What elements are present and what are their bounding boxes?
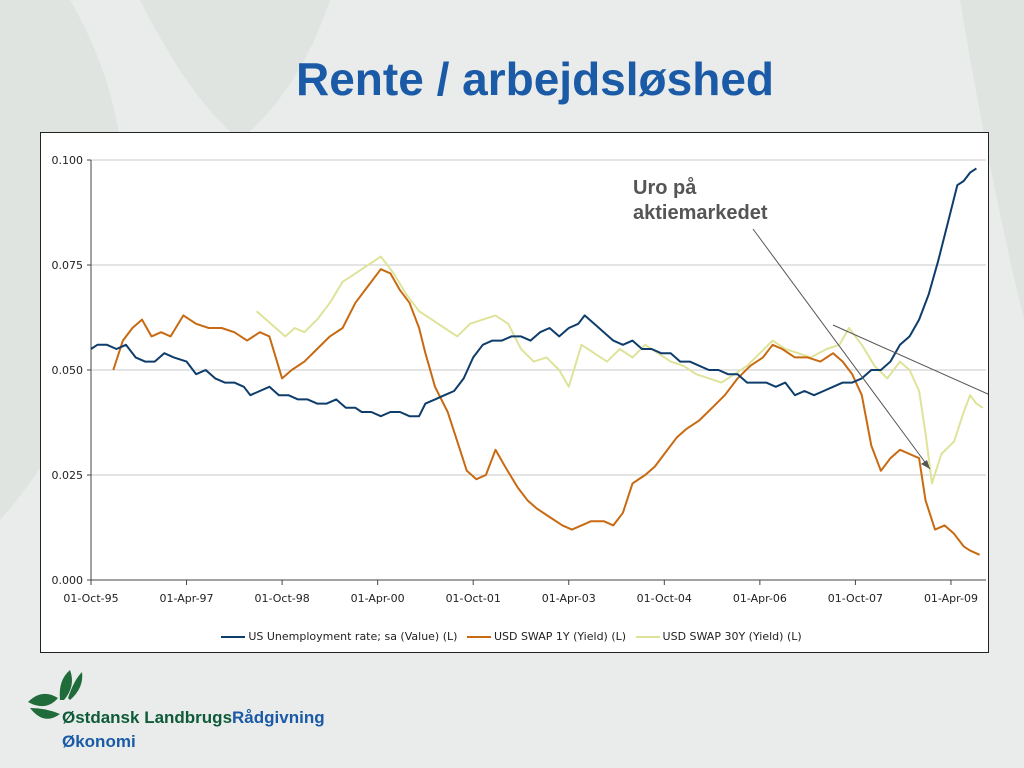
- legend-swatch-swap-1y: [466, 636, 491, 638]
- company-name: Østdansk LandbrugsRådgivning Økonomi: [62, 706, 325, 754]
- y-tick-label: 0.000: [52, 574, 84, 587]
- series-line-swap-30y: [255, 255, 984, 485]
- company-name-part1: Østdansk Landbrugs: [62, 708, 233, 727]
- annotation-pointer-line: [752, 228, 931, 470]
- legend-label-unemployment: US Unemployment rate; sa (Value) (L): [248, 630, 458, 643]
- y-tick-label: 0.075: [52, 259, 84, 272]
- x-tick-label: 01-Oct-07: [828, 592, 883, 605]
- chart-frame: 0.000 0.025 0.050 0.075 0.100 01-Oct-95 01-Apr…: [40, 132, 989, 653]
- legend-swatch-swap-30y: [635, 636, 660, 638]
- y-tick-label: 0.100: [52, 154, 84, 167]
- legend-item-swap-1y: USD SWAP 1Y (Yield) (L): [466, 630, 627, 643]
- company-logo-icon: [28, 670, 83, 719]
- legend-label-swap-1y: USD SWAP 1Y (Yield) (L): [493, 630, 627, 643]
- y-tick-label: 0.050: [52, 364, 84, 377]
- x-tick-label: 01-Apr-00: [351, 592, 405, 605]
- chart-annotation: Uro på aktiemarkedet: [633, 177, 768, 224]
- series-line-swap-1y: [112, 268, 981, 556]
- company-name-part2: Rådgivning: [232, 708, 325, 727]
- x-tick-label: 01-Apr-09: [924, 592, 978, 605]
- slide-title: Rente / arbejdsløshed: [295, 53, 774, 105]
- x-tick-label: 01-Oct-04: [637, 592, 692, 605]
- y-tick-label: 0.025: [52, 469, 84, 482]
- annotation-arrowhead: [921, 460, 930, 469]
- company-name-line2: Økonomi: [62, 732, 136, 751]
- series-line-unemployment: [90, 167, 977, 418]
- legend-item-swap-30y: USD SWAP 30Y (Yield) (L): [635, 630, 802, 643]
- x-tick-label: 01-Apr-06: [733, 592, 787, 605]
- x-tick-label: 01-Oct-01: [446, 592, 501, 605]
- line-chart: 0.000 0.025 0.050 0.075 0.100 01-Oct-95 01-Apr…: [52, 154, 988, 605]
- annotation-pointer-line: [832, 324, 988, 395]
- legend-swatch-unemployment: [221, 636, 246, 638]
- legend-item-unemployment: US Unemployment rate; sa (Value) (L): [221, 630, 457, 643]
- legend-label-swap-30y: USD SWAP 30Y (Yield) (L): [662, 630, 802, 643]
- x-tick-label: 01-Oct-98: [254, 592, 309, 605]
- x-tick-label: 01-Oct-95: [63, 592, 118, 605]
- x-tick-label: 01-Apr-03: [542, 592, 596, 605]
- chart-legend: US Unemployment rate; sa (Value) (L) USD…: [41, 630, 988, 643]
- x-tick-label: 01-Apr-97: [160, 592, 214, 605]
